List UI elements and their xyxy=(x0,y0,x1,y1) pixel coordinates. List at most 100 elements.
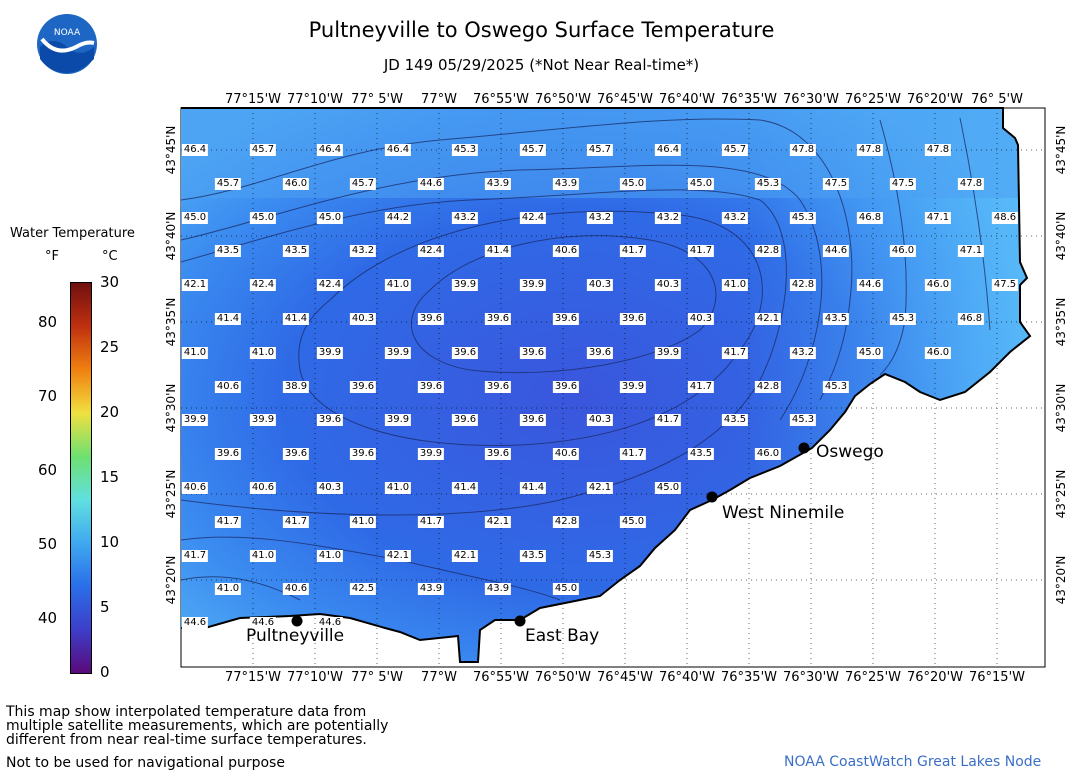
oswego-marker xyxy=(798,442,810,454)
temperature-label: 45.7 xyxy=(214,178,242,190)
pultneyville-label: Pultneyville xyxy=(246,626,345,646)
temperature-label: 46.0 xyxy=(282,178,310,190)
legend-colorbar xyxy=(70,282,92,674)
temperature-label: 43.9 xyxy=(417,583,445,595)
top-tick: 76°40'W xyxy=(658,92,716,107)
temperature-label: 41.0 xyxy=(214,583,242,595)
temperature-label: 39.6 xyxy=(552,313,580,325)
temperature-label: 43.5 xyxy=(282,245,310,257)
temperature-label: 47.5 xyxy=(889,178,917,190)
temperature-label: 39.6 xyxy=(282,448,310,460)
temperature-label: 45.7 xyxy=(721,144,749,156)
temperature-label: 39.6 xyxy=(552,381,580,393)
right-tick: 43°20'N xyxy=(1054,555,1068,605)
temperature-label: 41.0 xyxy=(316,550,344,562)
temperature-label: 41.4 xyxy=(282,313,310,325)
temperature-label: 38.9 xyxy=(282,381,310,393)
west-ninemile-label: West Ninemile xyxy=(722,503,845,523)
temperature-label: 44.6 xyxy=(181,617,209,629)
left-tick: 43°30'N xyxy=(164,383,178,433)
temperature-label: 42.1 xyxy=(451,550,479,562)
temperature-label: 40.6 xyxy=(249,482,277,494)
top-tick: 77°10'W xyxy=(286,92,344,107)
temperature-label: 39.6 xyxy=(214,448,242,460)
temperature-label: 40.6 xyxy=(552,448,580,460)
temperature-label: 42.4 xyxy=(519,212,547,224)
page-title: Pultneyville to Oswego Surface Temperatu… xyxy=(308,18,775,42)
temperature-label: 40.3 xyxy=(316,482,344,494)
temperature-label: 47.1 xyxy=(957,245,985,257)
temperature-label: 45.0 xyxy=(552,583,580,595)
temperature-label: 40.3 xyxy=(586,414,614,426)
temperature-label: 41.4 xyxy=(484,245,512,257)
legend-unit-f: °F xyxy=(45,249,59,264)
temperature-label: 43.5 xyxy=(822,313,850,325)
temperature-label: 42.1 xyxy=(484,516,512,528)
temperature-label: 47.8 xyxy=(789,144,817,156)
left-tick: 43°40'N xyxy=(164,211,178,261)
east-bay-label: East Bay xyxy=(525,626,600,646)
temperature-label: 46.0 xyxy=(924,347,952,359)
temperature-label: 45.3 xyxy=(822,381,850,393)
temperature-label: 42.1 xyxy=(384,550,412,562)
temperature-label: 40.3 xyxy=(654,279,682,291)
temperature-label: 43.9 xyxy=(484,583,512,595)
temperature-label: 39.9 xyxy=(181,414,209,426)
temperature-label: 45.0 xyxy=(619,178,647,190)
left-tick: 43°20'N xyxy=(164,555,178,605)
temperature-label: 45.0 xyxy=(687,178,715,190)
temperature-label: 39.6 xyxy=(316,414,344,426)
legend-c-tick: 0 xyxy=(100,663,110,681)
left-tick: 43°25'N xyxy=(164,469,178,519)
temperature-label: 45.7 xyxy=(349,178,377,190)
temperature-label: 43.9 xyxy=(484,178,512,190)
temperature-label: 41.7 xyxy=(214,516,242,528)
temperature-label: 42.8 xyxy=(754,381,782,393)
temperature-label: 46.0 xyxy=(889,245,917,257)
top-tick: 76°25'W xyxy=(844,92,902,107)
contour-lines xyxy=(181,117,991,601)
temperature-label: 40.3 xyxy=(687,313,715,325)
temperature-label: 41.0 xyxy=(384,279,412,291)
temperature-label: 40.3 xyxy=(586,279,614,291)
temperature-label: 41.7 xyxy=(619,245,647,257)
temperature-label: 39.9 xyxy=(519,279,547,291)
temperature-label: 45.0 xyxy=(654,482,682,494)
bottom-tick: 76°30'W xyxy=(782,670,840,685)
bottom-tick: 77° 5'W xyxy=(351,670,403,685)
temperature-label: 41.7 xyxy=(687,381,715,393)
legend-c-tick: 5 xyxy=(100,598,110,616)
temperature-label: 43.2 xyxy=(349,245,377,257)
temperature-label: 45.3 xyxy=(889,313,917,325)
east-bay-marker xyxy=(514,615,526,627)
temperature-label: 45.3 xyxy=(451,144,479,156)
temperature-label: 39.6 xyxy=(417,313,445,325)
temperature-label: 43.5 xyxy=(519,550,547,562)
temperature-label: 39.6 xyxy=(484,313,512,325)
temperature-label: 41.7 xyxy=(687,245,715,257)
temperature-label: 39.6 xyxy=(484,448,512,460)
pultneyville-marker xyxy=(291,615,303,627)
temperature-label: 39.6 xyxy=(349,448,377,460)
temperature-label: 39.6 xyxy=(619,313,647,325)
shoreline xyxy=(181,107,1032,663)
temperature-label: 39.9 xyxy=(384,414,412,426)
top-tick: 76°20'W xyxy=(906,92,964,107)
left-tick: 43°35'N xyxy=(164,297,178,347)
top-tick: 76° 5'W xyxy=(971,92,1023,107)
bottom-tick: 76°45'W xyxy=(596,670,654,685)
temperature-label: 45.3 xyxy=(586,550,614,562)
temperature-label: 44.6 xyxy=(417,178,445,190)
temperature-label: 43.5 xyxy=(687,448,715,460)
temperature-label: 43.2 xyxy=(721,212,749,224)
temperature-label: 42.4 xyxy=(417,245,445,257)
legend-f-tick: 80 xyxy=(38,313,58,331)
temperature-label: 45.0 xyxy=(249,212,277,224)
temperature-label: 42.5 xyxy=(349,583,377,595)
temperature-label: 43.9 xyxy=(552,178,580,190)
temperature-label: 45.3 xyxy=(754,178,782,190)
temperature-label: 42.8 xyxy=(552,516,580,528)
bottom-tick: 76°55'W xyxy=(472,670,530,685)
temperature-label: 40.6 xyxy=(552,245,580,257)
legend-c-tick: 30 xyxy=(100,273,120,291)
